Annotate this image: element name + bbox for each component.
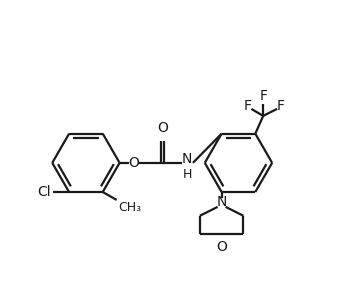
Text: F: F	[277, 99, 285, 113]
Text: Cl: Cl	[37, 185, 51, 199]
Text: O: O	[157, 121, 168, 135]
Text: N: N	[182, 152, 192, 166]
Text: O: O	[216, 240, 227, 253]
Text: CH₃: CH₃	[119, 201, 142, 214]
Text: F: F	[259, 89, 267, 103]
Text: H: H	[182, 168, 191, 181]
Text: F: F	[244, 99, 252, 113]
Text: O: O	[128, 156, 139, 170]
Text: N: N	[217, 195, 227, 209]
